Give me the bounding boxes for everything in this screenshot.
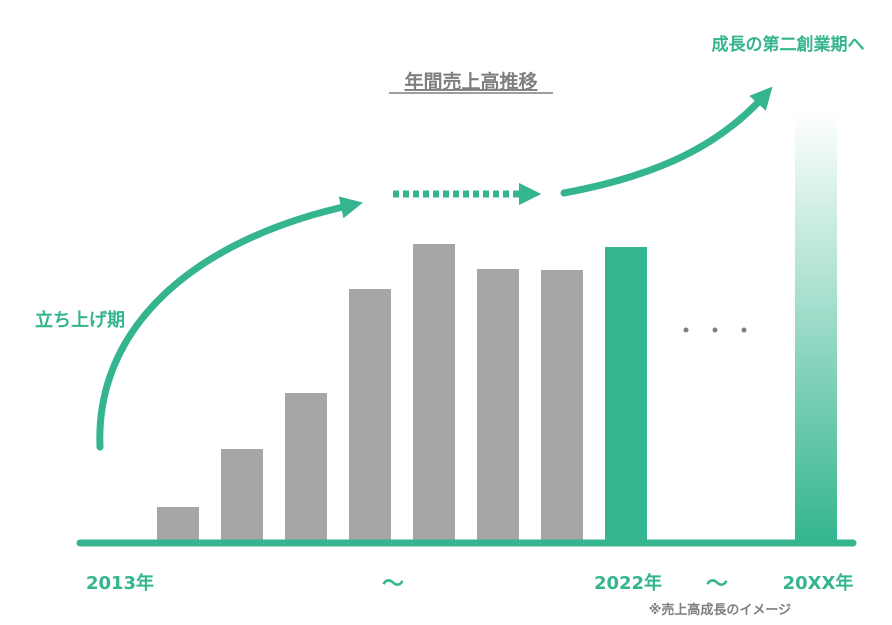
growth-arrow bbox=[96, 196, 363, 451]
bar bbox=[157, 507, 199, 543]
bar bbox=[605, 247, 647, 543]
bar bbox=[285, 393, 327, 543]
phase-label: 立ち上げ期 bbox=[35, 309, 125, 331]
x-label: 〜 bbox=[382, 572, 404, 597]
x-label: 2013年 bbox=[86, 572, 154, 594]
bar bbox=[477, 269, 519, 543]
x-label: 20XX年 bbox=[783, 572, 854, 594]
x-label: 2022年 bbox=[594, 572, 662, 594]
bar bbox=[795, 110, 837, 543]
x-label: 〜 bbox=[706, 572, 728, 597]
bar bbox=[221, 449, 263, 543]
note: ※売上高成長のイメージ bbox=[649, 602, 791, 618]
chart-title: 年間売上高推移 bbox=[404, 70, 537, 93]
bar bbox=[413, 244, 455, 543]
bar bbox=[349, 289, 391, 543]
phase-label: 成長の第二創業期へ bbox=[712, 34, 865, 55]
bar bbox=[541, 270, 583, 543]
growth-arrow bbox=[560, 86, 773, 197]
bars bbox=[157, 110, 837, 543]
ellipsis bbox=[683, 327, 747, 333]
